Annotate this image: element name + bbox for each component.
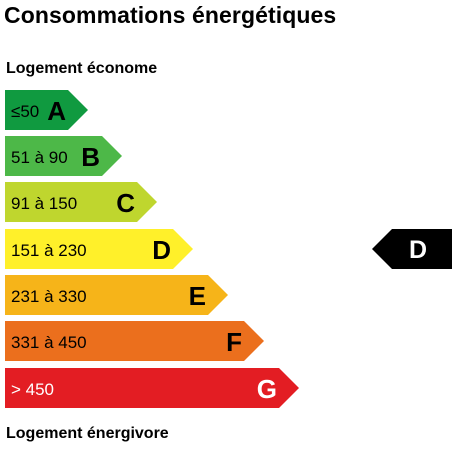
class-a-range: ≤50 (11, 102, 40, 121)
class-f-bar: 331 à 450 F (5, 321, 264, 361)
top-label: Logement économe (6, 60, 158, 77)
class-f-range: 331 à 450 (11, 333, 87, 352)
class-g-bar: > 450 G (5, 368, 299, 408)
class-d-letter: D (152, 235, 171, 265)
class-c-letter: C (116, 188, 135, 218)
class-e-letter: E (188, 281, 206, 311)
class-b-bar: 51 à 90 B (5, 136, 122, 176)
class-b-letter: B (81, 142, 100, 172)
class-a-letter: A (47, 96, 66, 126)
class-a-bar: ≤50 A (5, 90, 88, 130)
bottom-label: Logement énergivore (6, 425, 169, 442)
class-b-range: 51 à 90 (11, 148, 68, 167)
class-e-range: 231 à 330 (11, 287, 87, 306)
class-e-bar: 231 à 330 E (5, 275, 228, 315)
current-class-letter: D (409, 236, 428, 264)
page-title: Consommations énergétiques (4, 2, 337, 28)
current-class-marker: D (372, 229, 452, 269)
class-d-bar: 151 à 230 D (5, 229, 193, 269)
class-f-letter: F (226, 327, 242, 357)
class-c-range: 91 à 150 (11, 194, 78, 213)
class-g-letter: G (256, 374, 277, 404)
class-c-bar: 91 à 150 C (5, 182, 157, 222)
class-g-range: > 450 (11, 380, 55, 399)
class-d-range: 151 à 230 (11, 241, 87, 260)
